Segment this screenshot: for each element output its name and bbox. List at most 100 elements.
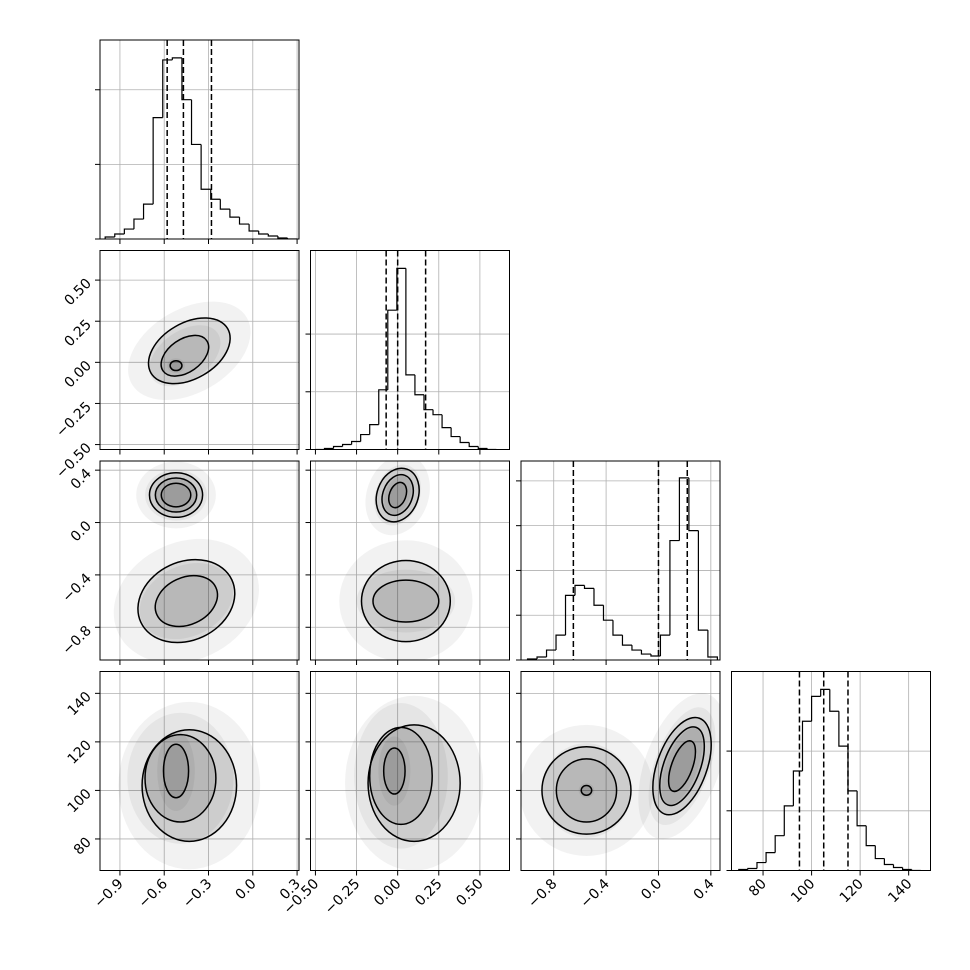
x-tick-label: 0.25 <box>412 876 445 909</box>
density-cloud <box>128 301 251 401</box>
contour <box>147 317 231 385</box>
contour <box>555 758 618 823</box>
panel-frame <box>520 671 721 871</box>
hist-bin <box>883 858 894 866</box>
panel <box>100 40 299 239</box>
density-cloud <box>648 707 716 826</box>
hist-bin <box>238 217 250 225</box>
hist-bin <box>468 442 479 448</box>
panel <box>731 671 931 871</box>
y-tick-label: 120 <box>65 737 95 767</box>
x-tick-label: 0.0 <box>638 876 665 903</box>
hist-bin <box>190 99 202 146</box>
hist-bin <box>387 309 397 390</box>
x-tick-label: −0.8 <box>525 876 560 911</box>
x-tick-label: −0.25 <box>322 876 364 918</box>
panel <box>310 250 510 450</box>
hist-bin <box>847 746 858 792</box>
hist-bin <box>369 424 379 435</box>
panel-frame <box>310 671 510 871</box>
panel-frame <box>310 250 510 450</box>
contour <box>372 579 440 623</box>
density-cloud <box>354 703 448 849</box>
density-cloud <box>157 730 195 812</box>
hist-bin <box>901 867 912 871</box>
hist-bin <box>765 851 776 863</box>
density-cloud <box>661 728 703 805</box>
hist-bin <box>602 605 613 621</box>
panel <box>310 671 510 871</box>
hist-bin <box>258 231 269 235</box>
hist-bin <box>659 634 670 657</box>
contour <box>387 481 408 509</box>
hist-bin <box>286 238 298 239</box>
hist-bin <box>747 867 757 870</box>
contour <box>148 472 204 519</box>
hist-bin <box>210 189 221 200</box>
hist-bin <box>229 209 240 218</box>
hist-bin <box>152 117 163 205</box>
hist-bin <box>423 394 434 411</box>
x-tick-label: −0.4 <box>578 876 613 911</box>
x-tick-label: −0.9 <box>91 876 126 911</box>
hist-bin <box>874 845 885 860</box>
contour <box>169 359 183 372</box>
hist-bin <box>564 594 576 636</box>
contour <box>659 726 706 807</box>
y-tick-label: 0.50 <box>61 276 94 309</box>
panel <box>100 671 299 871</box>
hist-bin <box>332 445 343 449</box>
y-tick-label: −0.25 <box>53 399 95 441</box>
hist-bin <box>756 861 767 869</box>
contour <box>160 482 192 508</box>
panel <box>100 250 299 450</box>
panel <box>100 461 299 660</box>
density-cloud <box>384 476 412 514</box>
hist-bin <box>574 584 585 596</box>
hist-bin <box>123 228 134 235</box>
hist-bin <box>360 433 370 442</box>
hist-bin <box>829 689 839 712</box>
y-tick-label: −0.4 <box>59 570 94 605</box>
density-cloud <box>339 540 473 660</box>
contour <box>382 747 406 795</box>
density-cloud <box>638 693 720 840</box>
contour <box>580 784 593 797</box>
panel <box>310 461 510 660</box>
density-cloud <box>118 701 261 870</box>
contour <box>367 724 461 843</box>
contour <box>162 743 190 799</box>
hist-bin <box>341 443 352 447</box>
x-tick-label: 0.0 <box>233 876 260 903</box>
hist-bin <box>450 427 461 438</box>
density-cloud <box>145 469 208 521</box>
density-cloud <box>136 461 216 529</box>
panel-frame <box>99 39 300 240</box>
density-cloud <box>356 569 456 633</box>
contour <box>154 574 219 628</box>
panel <box>521 671 720 871</box>
hist-bin <box>441 414 452 429</box>
hist-bin <box>351 440 361 445</box>
x-tick-label: −0.3 <box>180 876 215 911</box>
hist-bin <box>114 233 125 237</box>
y-tick-label: 80 <box>71 834 95 858</box>
hist-bin <box>838 711 848 747</box>
panel-frame <box>99 671 300 871</box>
hist-bin <box>792 770 803 806</box>
x-tick-label: 0.00 <box>371 876 404 909</box>
x-tick-label: 120 <box>837 876 867 906</box>
hist-bin <box>200 144 211 190</box>
x-tick-label: 0.50 <box>453 876 486 909</box>
hist-bin <box>545 649 557 657</box>
hist-bin <box>678 477 689 541</box>
hist-bin <box>820 688 830 697</box>
hist-bin <box>612 620 623 636</box>
hist-bin <box>801 720 812 771</box>
density-cloud <box>149 325 221 387</box>
hist-bin <box>856 790 867 827</box>
contour <box>144 733 217 823</box>
hist-bin <box>911 869 921 871</box>
contour <box>160 334 210 377</box>
